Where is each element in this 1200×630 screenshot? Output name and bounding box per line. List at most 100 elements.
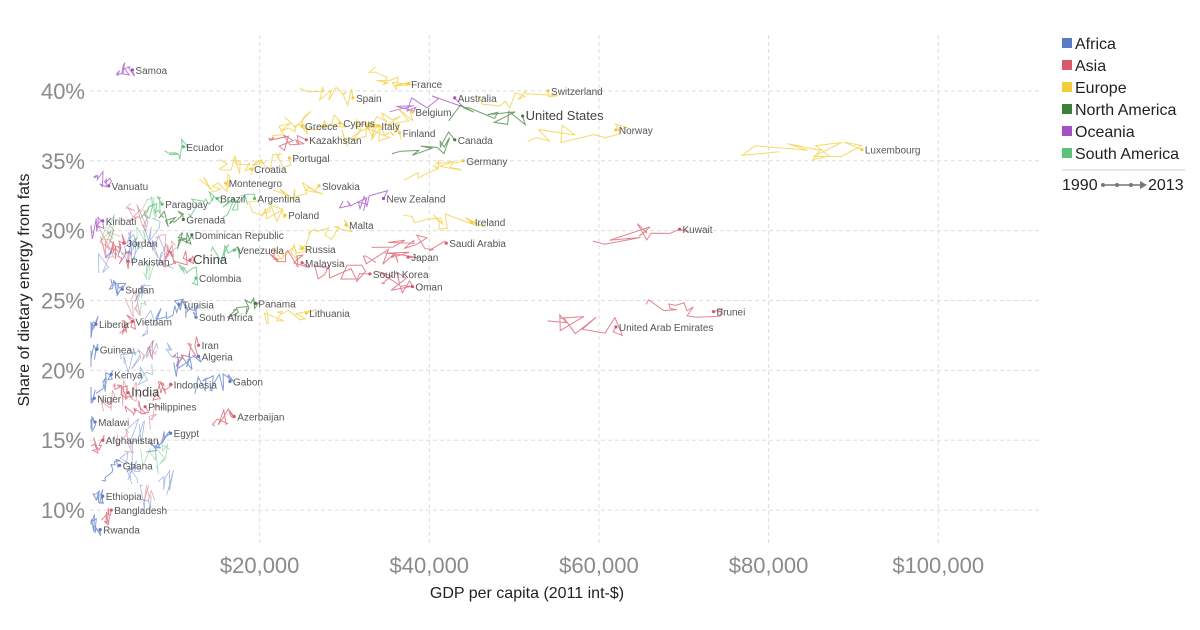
legend-item[interactable]: North America bbox=[1062, 102, 1176, 119]
country-point[interactable] bbox=[461, 159, 465, 163]
country-point[interactable] bbox=[368, 272, 372, 276]
cluster-trajectory[interactable] bbox=[140, 448, 159, 474]
cluster-trajectory[interactable] bbox=[137, 364, 153, 386]
cluster-trajectory[interactable] bbox=[126, 465, 139, 485]
country-point[interactable] bbox=[614, 128, 618, 132]
country-point[interactable] bbox=[109, 508, 113, 512]
cluster-trajectory[interactable] bbox=[123, 350, 141, 373]
country-point[interactable] bbox=[181, 145, 185, 149]
country-point[interactable] bbox=[283, 213, 287, 217]
cluster-trajectory[interactable] bbox=[121, 241, 141, 264]
country-point[interactable] bbox=[190, 233, 194, 237]
country-trajectory[interactable] bbox=[272, 242, 310, 261]
country-point[interactable] bbox=[160, 202, 164, 206]
country-trajectory[interactable] bbox=[478, 89, 559, 110]
country-trajectory[interactable] bbox=[403, 159, 464, 181]
country-trajectory[interactable] bbox=[218, 155, 253, 174]
cluster-trajectory[interactable] bbox=[136, 340, 157, 362]
cluster-trajectory[interactable] bbox=[126, 229, 140, 256]
country-trajectory[interactable] bbox=[177, 299, 198, 318]
country-point[interactable] bbox=[344, 223, 348, 227]
country-point[interactable] bbox=[130, 68, 135, 72]
country-trajectory[interactable] bbox=[115, 62, 135, 77]
country-point[interactable] bbox=[101, 494, 105, 498]
country-trajectory[interactable] bbox=[592, 223, 689, 245]
country-trajectory[interactable] bbox=[119, 314, 137, 335]
country-point[interactable] bbox=[410, 284, 414, 289]
country-trajectory[interactable] bbox=[353, 122, 402, 142]
country-point[interactable] bbox=[92, 396, 96, 400]
country-trajectory[interactable] bbox=[90, 415, 97, 432]
country-point[interactable] bbox=[101, 438, 105, 442]
country-point[interactable] bbox=[304, 311, 308, 315]
country-trajectory[interactable] bbox=[547, 313, 624, 337]
country-trajectory[interactable] bbox=[371, 234, 447, 252]
cluster-trajectory[interactable] bbox=[116, 428, 135, 453]
country-trajectory[interactable] bbox=[152, 381, 174, 401]
country-point[interactable] bbox=[351, 96, 355, 100]
country-trajectory[interactable] bbox=[391, 131, 456, 156]
country-point[interactable] bbox=[93, 420, 97, 424]
legend-item[interactable]: South America bbox=[1062, 146, 1179, 163]
country-point[interactable] bbox=[188, 258, 192, 262]
cluster-trajectory[interactable] bbox=[141, 309, 157, 337]
country-point[interactable] bbox=[453, 96, 457, 100]
country-point[interactable] bbox=[614, 325, 618, 329]
country-trajectory[interactable] bbox=[173, 353, 202, 377]
country-point[interactable] bbox=[109, 372, 113, 377]
cluster-trajectory[interactable] bbox=[143, 216, 161, 244]
cluster-trajectory[interactable] bbox=[134, 284, 151, 303]
country-trajectory[interactable] bbox=[740, 141, 864, 161]
cluster-trajectory[interactable] bbox=[143, 260, 155, 281]
country-trajectory[interactable] bbox=[211, 407, 236, 427]
cluster-trajectory[interactable] bbox=[157, 443, 170, 465]
country-trajectory[interactable] bbox=[298, 219, 354, 250]
cluster-trajectory[interactable] bbox=[149, 235, 166, 259]
country-trajectory[interactable] bbox=[448, 104, 527, 127]
country-trajectory[interactable] bbox=[92, 489, 104, 505]
cluster-trajectory[interactable] bbox=[121, 380, 142, 406]
country-point[interactable] bbox=[711, 310, 716, 314]
country-trajectory[interactable] bbox=[268, 134, 307, 152]
country-point[interactable] bbox=[232, 248, 236, 252]
country-point[interactable] bbox=[181, 217, 185, 222]
country-trajectory[interactable] bbox=[645, 299, 724, 318]
country-trajectory[interactable] bbox=[194, 372, 235, 394]
country-point[interactable] bbox=[228, 379, 232, 384]
cluster-trajectory[interactable] bbox=[135, 294, 147, 314]
country-point[interactable] bbox=[287, 156, 291, 160]
country-point[interactable] bbox=[215, 196, 219, 201]
country-trajectory[interactable] bbox=[93, 170, 112, 188]
country-trajectory[interactable] bbox=[210, 243, 241, 263]
country-trajectory[interactable] bbox=[90, 514, 102, 537]
cluster-trajectory[interactable] bbox=[125, 203, 141, 222]
cluster-trajectory[interactable] bbox=[157, 469, 174, 496]
country-point[interactable] bbox=[196, 354, 201, 358]
country-point[interactable] bbox=[194, 276, 198, 280]
country-trajectory[interactable] bbox=[108, 278, 127, 297]
legend-item[interactable]: Oceania bbox=[1062, 124, 1135, 141]
country-point[interactable] bbox=[107, 184, 111, 188]
country-point[interactable] bbox=[406, 255, 410, 259]
country-point[interactable] bbox=[453, 138, 457, 142]
country-trajectory[interactable] bbox=[101, 458, 121, 482]
cluster-trajectory[interactable] bbox=[124, 289, 141, 318]
cluster-trajectory[interactable] bbox=[119, 347, 137, 360]
country-trajectory[interactable] bbox=[338, 189, 389, 212]
country-trajectory[interactable] bbox=[112, 382, 134, 400]
country-trajectory[interactable] bbox=[227, 296, 260, 319]
country-point[interactable] bbox=[520, 114, 525, 118]
cluster-trajectory[interactable] bbox=[144, 484, 156, 502]
cluster-trajectory[interactable] bbox=[125, 418, 146, 444]
country-point[interactable] bbox=[122, 241, 126, 245]
country-trajectory[interactable] bbox=[90, 387, 96, 404]
country-point[interactable] bbox=[677, 227, 682, 231]
country-point[interactable] bbox=[224, 181, 228, 185]
country-trajectory[interactable] bbox=[198, 173, 231, 193]
country-trajectory[interactable] bbox=[389, 95, 464, 113]
country-trajectory[interactable] bbox=[159, 250, 194, 268]
country-trajectory[interactable] bbox=[299, 85, 354, 107]
country-point[interactable] bbox=[338, 121, 342, 125]
country-point[interactable] bbox=[94, 322, 98, 326]
country-trajectory[interactable] bbox=[124, 400, 150, 416]
